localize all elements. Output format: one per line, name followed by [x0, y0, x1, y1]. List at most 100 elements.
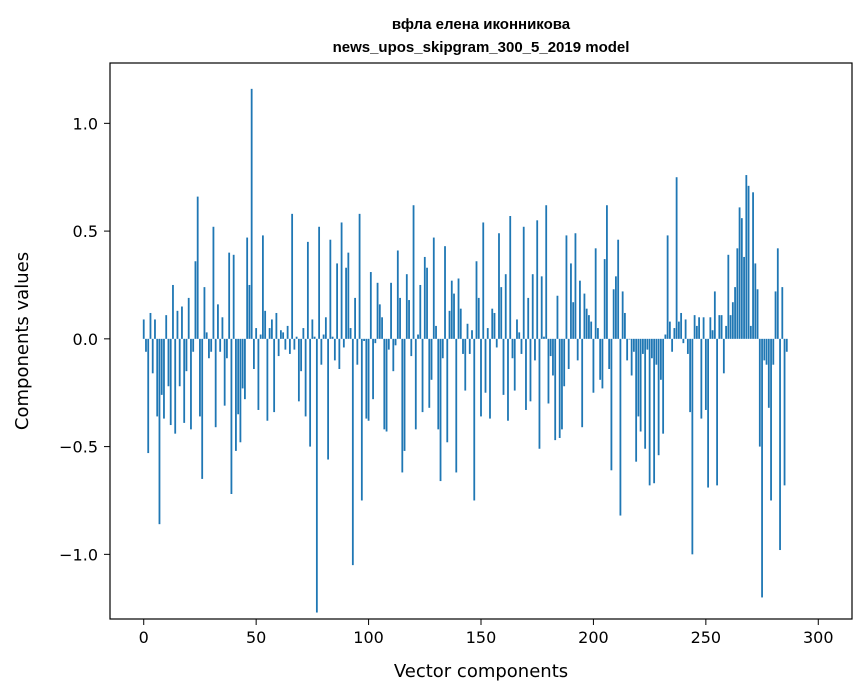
bar-86 — [336, 263, 338, 339]
bar-23 — [194, 261, 197, 339]
bar-227 — [653, 338, 656, 484]
chart-subtitle: news_upos_skipgram_300_5_2019 model — [333, 39, 630, 56]
bar-202 — [597, 328, 599, 339]
bar-29 — [208, 338, 210, 359]
bar-172 — [529, 338, 532, 402]
bar-44 — [241, 338, 244, 389]
bar-175 — [536, 220, 539, 339]
bar-47 — [248, 284, 251, 339]
bar-271 — [752, 192, 754, 339]
bar-95 — [356, 338, 359, 365]
bar-197 — [585, 308, 588, 339]
bar-194 — [579, 280, 581, 339]
bar-240 — [682, 338, 685, 344]
bar-171 — [527, 297, 530, 339]
bar-222 — [641, 338, 644, 354]
bar-193 — [576, 338, 579, 361]
bar-64 — [286, 325, 289, 339]
bar-35 — [221, 317, 224, 339]
bar-147 — [473, 338, 476, 501]
bar-129 — [432, 237, 435, 339]
bar-19 — [185, 338, 188, 372]
bar-20 — [187, 297, 190, 339]
bar-9 — [163, 338, 165, 419]
bar-133 — [441, 338, 444, 359]
bar-62 — [282, 332, 285, 339]
bar-140 — [457, 278, 460, 339]
bar-111 — [392, 338, 395, 372]
bar-146 — [471, 330, 473, 339]
bar-0 — [142, 319, 145, 339]
bar-136 — [448, 310, 451, 339]
bar-4 — [151, 338, 154, 374]
bar-164 — [511, 338, 514, 359]
bar-84 — [331, 336, 334, 339]
bar-125 — [423, 256, 426, 339]
bar-110 — [390, 282, 392, 339]
bar-31 — [212, 226, 215, 339]
bar-143 — [464, 338, 467, 391]
bar-198 — [588, 315, 590, 339]
bar-277 — [765, 338, 768, 365]
bar-53 — [262, 235, 264, 339]
x-tick-label: 200 — [578, 628, 609, 647]
bar-96 — [358, 213, 361, 339]
bar-272 — [754, 263, 757, 339]
bar-218 — [633, 338, 635, 352]
bar-115 — [401, 338, 404, 473]
bar-256 — [718, 315, 721, 339]
bar-38 — [228, 252, 231, 339]
bar-55 — [266, 338, 269, 421]
bar-49 — [253, 338, 255, 370]
bar-42 — [237, 338, 240, 415]
bar-103 — [374, 338, 377, 344]
bar-66 — [291, 213, 294, 339]
bar-109 — [387, 338, 390, 350]
bar-185 — [558, 338, 561, 438]
bar-274 — [758, 338, 761, 447]
bar-162 — [507, 338, 509, 421]
bar-213 — [621, 291, 624, 339]
bar-148 — [475, 261, 478, 339]
bar-113 — [396, 250, 399, 339]
bar-76 — [313, 336, 316, 339]
bar-81 — [324, 317, 327, 339]
bar-187 — [563, 338, 566, 387]
bar-189 — [567, 338, 570, 370]
bar-283 — [779, 338, 781, 551]
bar-57 — [270, 319, 273, 339]
bar-225 — [648, 338, 651, 486]
bar-54 — [264, 310, 267, 339]
bar-124 — [421, 338, 424, 413]
bar-282 — [776, 248, 779, 339]
bar-219 — [635, 338, 638, 462]
bar-85 — [333, 338, 336, 361]
bar-142 — [462, 338, 464, 354]
bar-155 — [491, 308, 494, 339]
bar-117 — [405, 274, 408, 339]
bar-8 — [160, 338, 163, 395]
bar-116 — [403, 338, 406, 451]
bar-252 — [709, 317, 712, 339]
bar-257 — [720, 315, 723, 339]
bar-28 — [205, 332, 208, 339]
bar-100 — [367, 338, 370, 421]
bar-137 — [450, 280, 453, 339]
bar-270 — [749, 325, 752, 339]
bar-246 — [695, 325, 698, 339]
bar-223 — [644, 338, 647, 449]
bar-238 — [677, 321, 680, 339]
bar-56 — [268, 328, 271, 339]
bar-78 — [318, 226, 321, 339]
bar-158 — [498, 233, 500, 339]
bar-236 — [673, 328, 676, 339]
bar-178 — [543, 336, 545, 339]
bar-11 — [167, 338, 170, 387]
bar-183 — [554, 338, 557, 441]
bar-134 — [444, 246, 446, 339]
y-axis-label: Components values — [12, 252, 33, 430]
bar-205 — [603, 259, 606, 339]
bar-249 — [702, 317, 705, 339]
bar-157 — [495, 338, 498, 348]
